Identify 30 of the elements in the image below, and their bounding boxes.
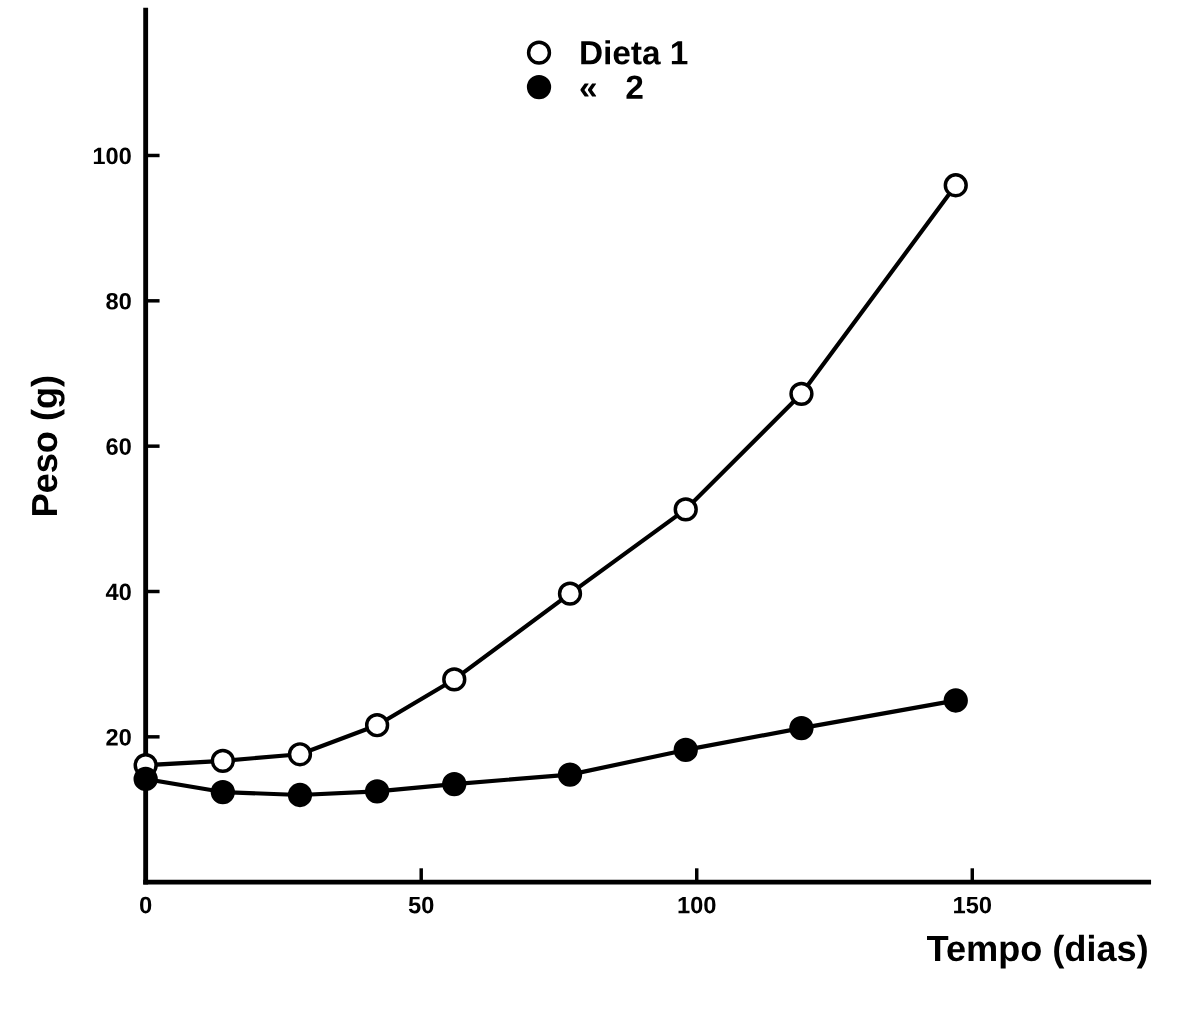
point: [673, 737, 698, 763]
point: [442, 667, 467, 692]
x-tick-label: 50: [408, 896, 434, 914]
point: [287, 742, 313, 767]
point: [287, 782, 313, 808]
point: [210, 748, 235, 773]
legend-label: « 2: [580, 75, 643, 99]
point: [364, 713, 390, 738]
x-tick-label: 150: [954, 896, 992, 914]
x-tick-label: 100: [678, 896, 716, 914]
x-axis-title: Tempo (dias): [927, 934, 1147, 969]
y-tick-label: 40: [105, 583, 131, 601]
x-tick-label: 0: [140, 896, 152, 914]
point: [133, 766, 158, 792]
point: [943, 688, 968, 713]
point: [557, 581, 583, 606]
y-axis-title: Peso (g): [30, 376, 65, 515]
point: [673, 497, 698, 522]
y-tick-label: 60: [106, 438, 131, 455]
point: [943, 173, 968, 198]
y-tick-label: 80: [106, 292, 131, 310]
point: [789, 381, 814, 406]
point: [210, 779, 235, 805]
point: [557, 762, 583, 787]
y-tick-label: 20: [106, 728, 131, 746]
y-tick-label: 100: [93, 147, 131, 165]
legend-label: Dieta 1: [581, 40, 688, 65]
point: [789, 715, 814, 741]
point: [364, 779, 390, 804]
point: [442, 771, 467, 797]
